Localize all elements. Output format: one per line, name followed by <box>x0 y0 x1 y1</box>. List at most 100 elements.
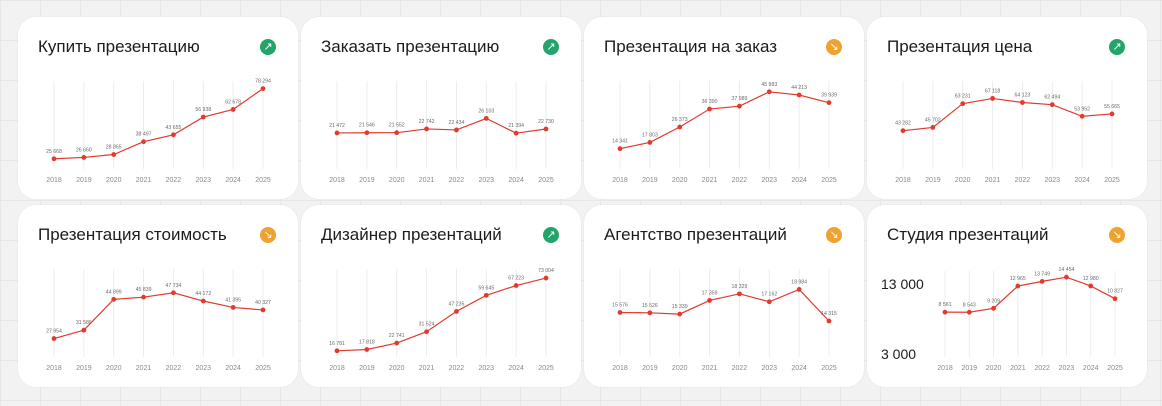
x-tick-label: 2023 <box>1059 365 1075 372</box>
x-tick-label: 2020 <box>955 177 971 184</box>
data-point <box>364 347 370 352</box>
line-chart: 25 668 26 660 28 865 38 497 43 655 56 938 62 6… <box>46 79 271 184</box>
data-label: 14 315 <box>821 311 837 317</box>
arrow-up-right-icon: ↗ <box>543 39 559 55</box>
data-point <box>454 309 459 314</box>
data-point <box>960 101 966 107</box>
data-point <box>737 103 742 109</box>
data-label: 26 373 <box>672 117 688 123</box>
data-label: 43 282 <box>895 121 911 127</box>
arrow-down-right-icon: ↘ <box>260 227 276 243</box>
data-label: 38 497 <box>136 132 152 138</box>
x-tick-label: 2019 <box>642 177 658 184</box>
x-tick-label: 2019 <box>642 365 658 372</box>
x-tick-label: 2024 <box>1083 365 1099 372</box>
series-line <box>619 288 830 322</box>
data-point <box>1112 296 1118 302</box>
data-point <box>796 287 802 292</box>
x-tick-label: 2022 <box>732 365 748 372</box>
data-label: 43 655 <box>165 125 181 131</box>
chart-title: Купить презентацию <box>38 37 200 56</box>
data-label: 15 526 <box>642 303 658 309</box>
data-point <box>826 318 832 324</box>
data-label: 55 665 <box>1104 104 1120 110</box>
x-tick-label: 2021 <box>136 177 152 184</box>
data-label: 47 734 <box>165 283 181 289</box>
data-label: 17 818 <box>359 339 375 345</box>
data-label: 45 983 <box>761 82 777 88</box>
data-label: 21 472 <box>329 123 345 129</box>
x-tick-label: 2018 <box>46 177 62 184</box>
data-label: 12 965 <box>1010 276 1026 282</box>
data-label: 44 899 <box>106 289 122 295</box>
data-point <box>766 89 772 95</box>
data-label: 25 668 <box>46 149 62 155</box>
data-label: 45 839 <box>136 287 152 293</box>
grid <box>336 81 547 169</box>
data-point <box>111 296 117 302</box>
x-tick-label: 2019 <box>359 177 375 184</box>
y-tick-label: 3 000 <box>881 346 917 362</box>
line-chart: 27 954 31 586 44 899 45 839 47 734 44 172 41 3… <box>46 269 271 372</box>
data-label: 16 781 <box>329 341 345 347</box>
data-point <box>334 348 340 354</box>
data-label: 31 586 <box>76 320 92 326</box>
data-point <box>364 130 370 136</box>
x-tick-label: 2023 <box>478 365 494 372</box>
data-point <box>707 298 712 303</box>
data-point <box>230 305 236 310</box>
x-tick-label: 2022 <box>449 177 465 184</box>
x-tick-label: 2022 <box>166 177 182 184</box>
line-chart: 8 561 8 543 9 209 12 965 13 749 14 454 12 980 1… <box>937 267 1123 372</box>
data-label: 22 434 <box>448 120 464 126</box>
data-label: 10 827 <box>1107 289 1123 295</box>
x-tick-label: 2024 <box>508 365 524 372</box>
chart-title: Презентация цена <box>887 37 1033 56</box>
data-point <box>990 96 995 101</box>
data-point <box>81 155 87 160</box>
data-label: 21 394 <box>508 123 524 129</box>
chart-title: Презентация стоимость <box>38 225 227 244</box>
x-tick-label: 2018 <box>612 177 628 184</box>
data-point <box>930 125 936 130</box>
x-tick-label: 2022 <box>166 365 182 372</box>
data-point <box>230 107 236 112</box>
data-label: 40 327 <box>255 300 271 306</box>
data-label: 47 235 <box>448 301 464 307</box>
data-point <box>171 290 176 296</box>
x-tick-label: 2019 <box>359 365 375 372</box>
data-label: 21 552 <box>389 123 405 129</box>
data-label: 64 123 <box>1014 92 1030 98</box>
grid <box>53 81 264 169</box>
data-label: 28 865 <box>106 145 122 151</box>
x-tick-label: 2021 <box>419 177 435 184</box>
chart-card: Купить презентацию ↗ 25 668 26 660 28 865 38 … <box>18 17 298 199</box>
data-point <box>647 140 653 145</box>
data-point <box>826 100 832 106</box>
data-point <box>51 336 57 341</box>
x-tick-label: 2018 <box>937 365 953 372</box>
data-point <box>1064 274 1069 280</box>
arrow-down-right-icon: ↘ <box>826 227 842 243</box>
chart-card: Заказать презентацию ↗ 21 472 21 546 21 552 2… <box>301 17 581 199</box>
data-label: 15 576 <box>612 302 628 308</box>
data-label: 13 749 <box>1034 271 1050 277</box>
chart-card: Агентство презентаций ↘ 15 576 15 526 15 339… <box>584 205 864 387</box>
line-chart: 21 472 21 546 21 552 22 742 22 434 26 103 21 3… <box>329 81 554 184</box>
data-label: 22 741 <box>389 333 405 339</box>
data-point <box>260 86 266 92</box>
data-point <box>394 340 400 346</box>
x-tick-label: 2023 <box>195 177 211 184</box>
data-point <box>81 327 87 333</box>
x-tick-label: 2024 <box>791 177 807 184</box>
x-tick-label: 2020 <box>106 365 122 372</box>
x-tick-label: 2022 <box>1034 365 1050 372</box>
line-chart: 15 576 15 526 15 339 17 359 18 329 17 162 18 9… <box>612 269 837 372</box>
data-point <box>483 292 489 298</box>
x-tick-label: 2024 <box>225 365 241 372</box>
arrow-up-right-icon: ↗ <box>1109 39 1125 55</box>
x-tick-label: 2022 <box>732 177 748 184</box>
data-label: 12 980 <box>1083 276 1099 282</box>
data-label: 67 223 <box>508 276 524 282</box>
series-line <box>53 88 264 160</box>
